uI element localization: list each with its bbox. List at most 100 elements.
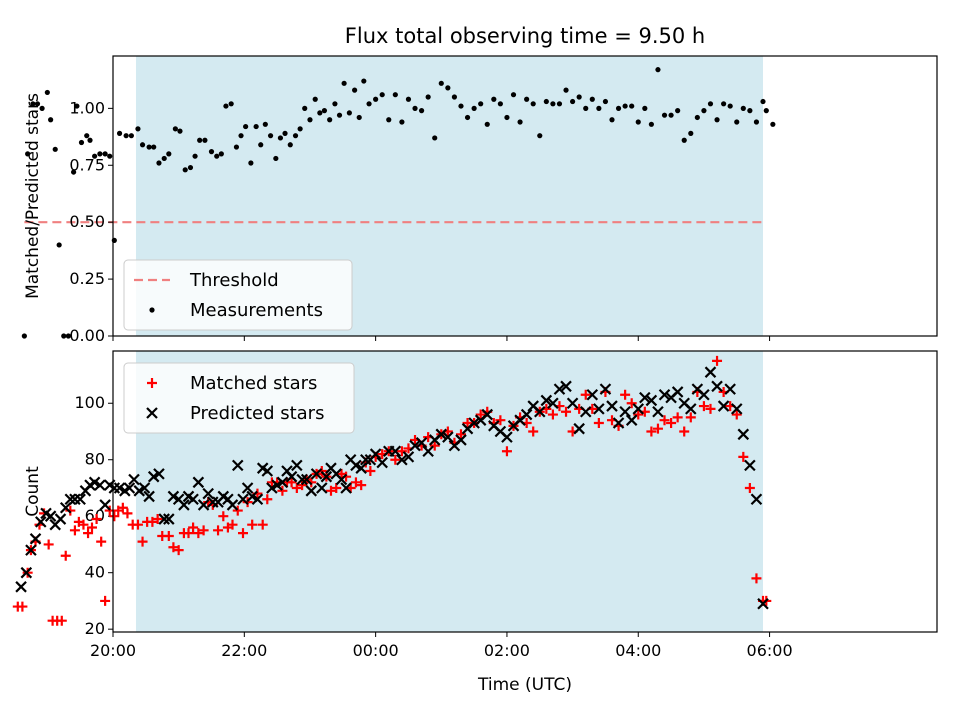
data-point <box>361 78 367 84</box>
data-point <box>563 87 569 93</box>
data-point <box>409 439 421 452</box>
data-point <box>257 519 268 530</box>
data-point <box>223 103 229 109</box>
legend: Threshold Measurements <box>123 259 353 331</box>
data-point <box>599 383 612 395</box>
data-point <box>56 242 62 248</box>
data-point <box>501 431 513 443</box>
data-point <box>25 151 31 157</box>
data-point <box>593 418 604 429</box>
data-point <box>517 119 523 125</box>
y-axis-label: Count <box>23 466 43 517</box>
data-point <box>96 536 107 547</box>
data-point <box>277 485 288 496</box>
data-point <box>188 522 199 533</box>
data-point <box>297 126 303 132</box>
data-point <box>251 493 264 506</box>
data-point <box>277 135 284 141</box>
data-point <box>187 493 199 506</box>
data-point <box>307 117 313 123</box>
series-measurements <box>21 67 776 339</box>
data-point <box>92 153 98 159</box>
data-point <box>727 103 733 109</box>
data-point <box>580 389 591 400</box>
data-point <box>65 505 76 516</box>
data-point <box>177 128 183 134</box>
legend-label: Matched stars <box>190 373 317 394</box>
data-point <box>198 525 209 536</box>
data-point <box>658 388 671 401</box>
data-point <box>418 108 425 114</box>
data-point <box>248 160 254 166</box>
data-point <box>606 400 618 412</box>
data-point <box>399 119 405 125</box>
data-point <box>770 121 776 127</box>
data-point <box>291 459 303 472</box>
data-point <box>468 417 480 429</box>
data-point <box>451 94 458 100</box>
data-point <box>484 121 490 127</box>
data-point <box>596 105 602 111</box>
data-point <box>501 446 512 457</box>
data-point <box>744 482 755 493</box>
data-point <box>20 566 33 579</box>
data-point <box>243 123 249 130</box>
data-point <box>183 528 194 539</box>
data-point <box>146 144 152 150</box>
data-point <box>698 401 709 412</box>
data-point <box>94 479 106 491</box>
data-point <box>135 126 141 132</box>
data-point <box>445 85 451 91</box>
data-point <box>652 405 664 418</box>
data-point <box>615 105 622 111</box>
data-point <box>306 477 317 488</box>
data-point <box>586 388 599 401</box>
data-point <box>208 149 215 155</box>
data-point <box>412 105 418 111</box>
data-point <box>645 394 658 407</box>
legend-swatch <box>147 378 157 388</box>
data-point <box>218 511 229 522</box>
y-tick-label: 1.00 <box>69 98 105 117</box>
data-point <box>593 403 605 415</box>
plot-frame <box>112 55 938 337</box>
data-point <box>589 96 595 102</box>
data-point <box>533 405 546 418</box>
data-point <box>172 126 178 132</box>
data-point <box>751 573 762 584</box>
data-point <box>560 380 572 393</box>
data-point <box>218 151 224 157</box>
data-point <box>711 380 723 393</box>
data-point <box>285 470 298 483</box>
data-point <box>116 130 123 136</box>
data-point <box>652 423 663 434</box>
y-tick-label: 0.50 <box>69 212 105 231</box>
y-tick-label: 20 <box>85 619 105 638</box>
data-point <box>712 355 723 366</box>
data-point <box>241 482 254 494</box>
data-point <box>550 101 556 107</box>
data-point <box>71 169 77 175</box>
data-point <box>39 105 45 111</box>
data-point <box>570 98 576 105</box>
data-point <box>152 514 163 525</box>
data-point <box>504 114 510 121</box>
data-point <box>78 139 85 146</box>
data-point <box>192 476 205 489</box>
data-point <box>122 508 133 519</box>
data-point <box>153 468 165 480</box>
data-point <box>740 105 746 111</box>
data-point <box>543 98 549 105</box>
data-point <box>192 153 198 159</box>
data-point <box>233 144 240 150</box>
data-point <box>253 123 259 130</box>
data-point <box>619 405 631 418</box>
data-point <box>389 445 402 458</box>
data-point <box>202 137 208 143</box>
data-point <box>296 473 308 486</box>
data-point <box>609 117 615 123</box>
data-point <box>61 333 67 339</box>
data-point <box>717 400 730 412</box>
data-point <box>117 502 128 513</box>
